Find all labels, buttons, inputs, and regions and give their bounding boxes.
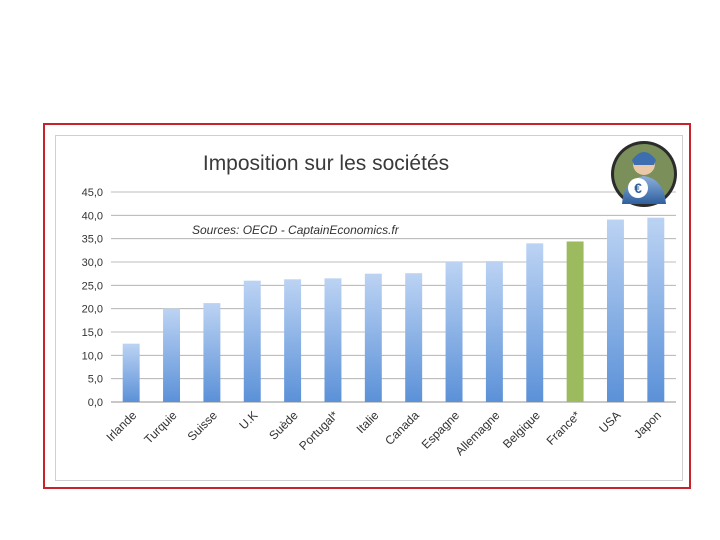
x-tick-label: U.K — [236, 408, 260, 432]
x-tick-label: Allemagne — [453, 408, 503, 458]
y-tick-label: 20,0 — [82, 304, 103, 316]
y-tick-label: 5,0 — [88, 374, 103, 386]
y-tick-label: 15,0 — [82, 327, 103, 339]
y-tick-label: 0,0 — [88, 397, 103, 409]
slide-frame: Imposition sur les sociétés 0,0 5,0 10,0 15… — [43, 123, 691, 489]
y-tick-label: 35,0 — [82, 234, 103, 246]
x-tick-label: Suède — [266, 408, 301, 443]
logo-helmet — [632, 152, 656, 165]
bar-belgique — [526, 243, 544, 402]
bar-usa — [606, 219, 624, 402]
x-tick-label: USA — [596, 408, 623, 435]
bar-chart: Imposition sur les sociétés 0,0 5,0 10,0 15… — [82, 141, 677, 458]
y-tick-label: 40,0 — [82, 210, 103, 222]
bar-portugal — [324, 278, 342, 402]
bar-su-de — [284, 279, 302, 402]
chart-container: Imposition sur les sociétés 0,0 5,0 10,0 15… — [55, 135, 683, 481]
x-tick-label: Irlande — [103, 408, 139, 444]
source-note: Sources: OECD - CaptainEconomics.fr — [192, 223, 400, 237]
x-tick-label: France* — [544, 408, 584, 448]
bars — [122, 217, 665, 402]
x-tick-label: Belgique — [500, 408, 543, 451]
y-tick-label: 45,0 — [82, 187, 103, 199]
euro-icon: € — [634, 180, 642, 196]
x-tick-label: Italie — [354, 408, 382, 436]
bar-japon — [647, 217, 665, 402]
x-tick-label: Canada — [382, 408, 422, 448]
logo-shield — [628, 178, 648, 198]
x-tick-label: Turquie — [141, 408, 180, 447]
captain-economics-logo: € — [611, 141, 677, 207]
bar-u-k — [243, 280, 261, 402]
bar-suisse — [203, 303, 221, 402]
x-tick-label: Japon — [631, 408, 664, 441]
chart-title: Imposition sur les sociétés — [203, 152, 449, 175]
y-axis-ticks: 0,0 5,0 10,0 15,0 20,0 25,0 30,0 35,0 40,0 45,0 — [82, 187, 103, 409]
bar-allemagne — [485, 261, 503, 402]
x-tick-label: Suisse — [185, 408, 221, 444]
y-tick-label: 10,0 — [82, 350, 103, 362]
bar-canada — [405, 273, 423, 402]
bar-italie — [364, 273, 382, 402]
bar-irlande — [122, 343, 140, 402]
bar-espagne — [445, 262, 463, 402]
y-tick-label: 30,0 — [82, 257, 103, 269]
x-tick-label: Portugal* — [296, 408, 341, 453]
y-tick-label: 25,0 — [82, 280, 103, 292]
bar-france — [566, 241, 584, 402]
bar-turquie — [163, 308, 181, 402]
